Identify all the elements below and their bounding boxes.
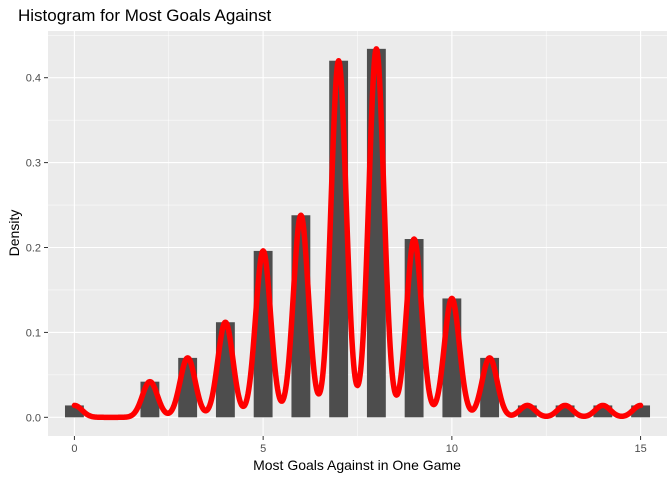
density-curve <box>71 46 644 421</box>
x-axis-ticks: 0 5 10 15 <box>71 436 647 455</box>
x-tick-label: 0 <box>71 443 77 455</box>
chart-title: Histogram for Most Goals Against <box>18 6 271 25</box>
histogram-bar <box>517 405 537 418</box>
histogram-bar <box>593 405 613 418</box>
y-tick-label: 0.3 <box>26 158 41 170</box>
density-curve-layer <box>71 46 644 421</box>
y-tick-label: 0.0 <box>26 412 41 424</box>
histogram-bar <box>631 405 651 418</box>
y-axis-title: Density <box>6 210 22 257</box>
y-tick-label: 0.1 <box>26 327 41 339</box>
y-axis-ticks: 0.0 0.1 0.2 0.3 0.4 <box>26 73 48 424</box>
y-tick-label: 0.4 <box>26 73 41 85</box>
histogram-bar <box>64 405 84 418</box>
x-tick-label: 5 <box>260 443 266 455</box>
x-tick-label: 10 <box>446 443 458 455</box>
y-tick-label: 0.2 <box>26 243 41 255</box>
x-axis-title: Most Goals Against in One Game <box>253 457 461 473</box>
x-tick-label: 15 <box>634 443 646 455</box>
histogram-bar <box>555 405 575 418</box>
